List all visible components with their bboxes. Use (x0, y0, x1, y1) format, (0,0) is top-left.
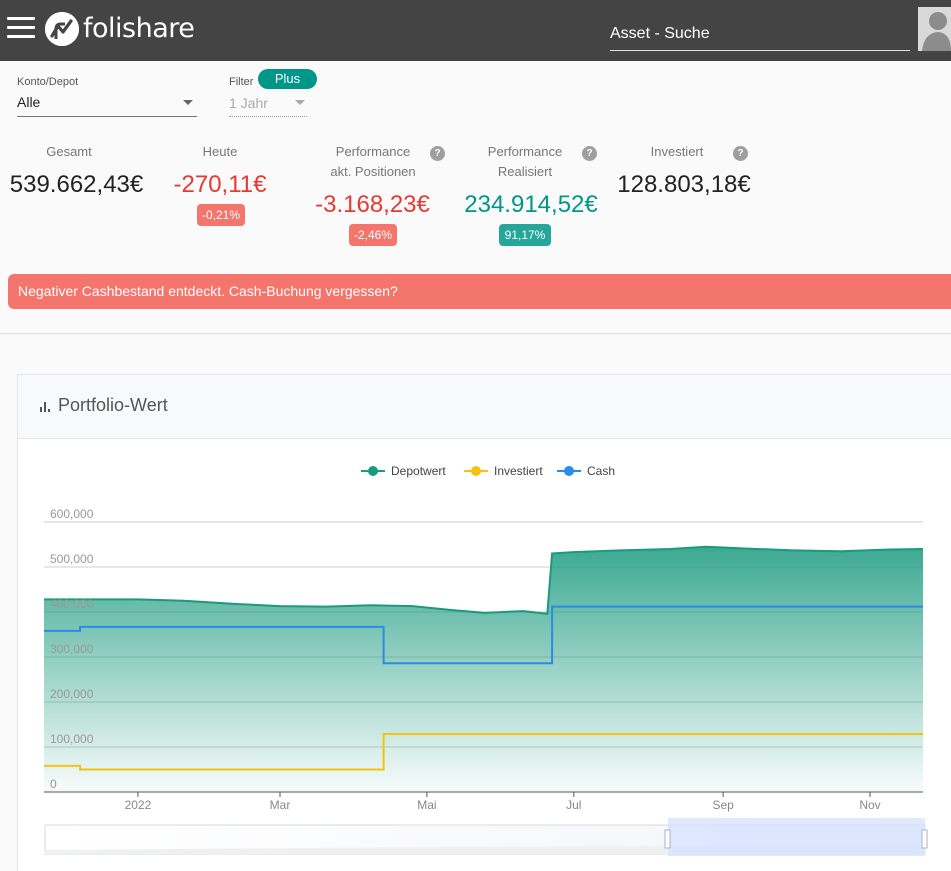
kpi-total-value: 539.662,43€ (9, 171, 144, 198)
kpi-perf-realized-badge: 91,17% (499, 224, 551, 246)
portfolio-value-card-header: Portfolio-Wert (18, 375, 951, 439)
asset-search-input[interactable] (610, 22, 910, 46)
kpi-perf-open-value: -3.168,23€ (315, 191, 430, 218)
perf-open-help-icon[interactable]: ? (430, 146, 445, 161)
brand-name[interactable]: folishare (83, 13, 195, 44)
brand-logo-icon[interactable] (45, 12, 79, 46)
user-avatar[interactable] (918, 7, 951, 51)
kpi-perf-realized-label: Performance Realisiert (470, 142, 580, 182)
account-filter-label: Konto/Depot (17, 76, 79, 88)
plus-plan-badge[interactable]: Plus (258, 69, 317, 89)
card-title: Portfolio-Wert (58, 395, 168, 415)
time-filter-select[interactable] (229, 116, 307, 117)
kpi-perf-realized-label-line1: Performance (487, 144, 563, 159)
section-divider (0, 333, 951, 334)
portfolio-value-card: Portfolio-Wert (17, 374, 951, 871)
account-select-value[interactable]: Alle (17, 94, 41, 110)
kpi-invested-label: Investiert (650, 144, 704, 159)
kpi-perf-realized-label-line2: Realisiert (497, 164, 553, 179)
kpi-perf-open-badge: -2,46% (349, 224, 397, 246)
time-filter-label: Filter (229, 76, 254, 88)
invested-help-icon[interactable]: ? (733, 146, 748, 161)
kpi-total-label: Gesamt (46, 144, 92, 159)
top-app-bar: folishare (0, 0, 951, 61)
kpi-today-label: Heute (202, 144, 238, 159)
bar-chart-icon (40, 402, 50, 412)
negative-cash-alert[interactable]: Negativer Cashbestand entdeckt. Cash-Buc… (8, 274, 951, 309)
kpi-invested-value: 128.803,18€ (617, 171, 751, 198)
kpi-perf-open-label-line1: Performance (335, 144, 411, 159)
time-filter-chevron-down-icon[interactable] (295, 100, 305, 105)
menu-icon[interactable] (7, 17, 35, 39)
kpi-perf-open-label: Performance akt. Positionen (315, 142, 431, 182)
time-filter-select-value[interactable]: 1 Jahr (229, 95, 268, 111)
kpi-perf-open-label-line2: akt. Positionen (330, 164, 416, 179)
account-chevron-down-icon[interactable] (183, 100, 193, 105)
kpi-today-badge: -0,21% (197, 204, 245, 226)
kpi-today-value: -270,11€ (173, 171, 267, 198)
kpi-perf-realized-value: 234.914,52€ (464, 191, 598, 218)
account-select[interactable] (17, 116, 197, 117)
asset-search[interactable] (610, 22, 910, 51)
perf-realized-help-icon[interactable]: ? (582, 146, 597, 161)
